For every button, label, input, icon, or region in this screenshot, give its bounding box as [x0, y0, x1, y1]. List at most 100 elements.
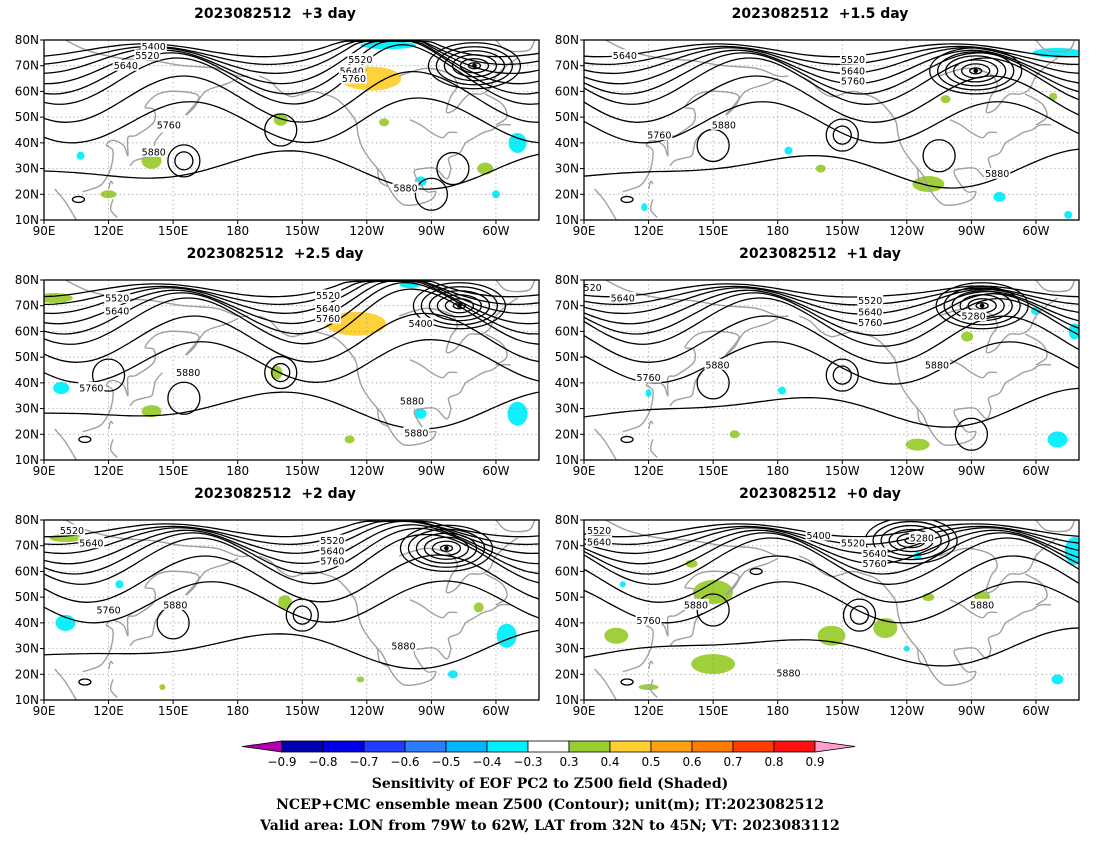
lat-tick-label: 30N [15, 402, 39, 416]
lon-tick-label: 90E [33, 464, 56, 478]
lon-tick-label: 180 [766, 464, 789, 478]
contour-label: 5520 [135, 51, 159, 62]
colorbar-label: −0.8 [308, 755, 337, 769]
lon-tick-label: 150W [825, 704, 860, 718]
contour-label: 5520 [858, 296, 882, 307]
low-center-contour [969, 67, 983, 75]
contour-line [584, 47, 1079, 75]
lat-tick-label: 70N [555, 299, 579, 313]
colorbar-label: −0.6 [390, 755, 419, 769]
map-panel-plus2: 2023082512 +2 day 5520 5640 5520 5640 5760 57… [0, 480, 550, 720]
sensitivity-negative-2 [115, 580, 124, 589]
colorbar-label: −0.7 [349, 755, 378, 769]
contour-label-bg [586, 535, 613, 547]
contour-label: 5760 [96, 606, 120, 617]
lon-tick-label: 120E [93, 704, 124, 718]
contour-label: 5520 [587, 526, 611, 537]
contour-label-bg [58, 524, 85, 536]
lon-tick-label: 150E [698, 464, 729, 478]
low-center-contour [937, 51, 1015, 91]
contour-line [44, 520, 539, 538]
contour-label-bg [175, 366, 202, 378]
sensitivity-negative-0 [53, 382, 70, 394]
sensitivity-negative-4 [1064, 210, 1073, 219]
low-center-contour [620, 435, 634, 444]
low-center-contour [452, 302, 467, 310]
lon-tick-label: 90E [573, 704, 596, 718]
contour-label-bg [338, 64, 365, 76]
sensitivity-positive-8 [638, 684, 659, 691]
lon-tick-label: 150E [698, 224, 729, 238]
lon-tick-label: 90W [958, 704, 985, 718]
contour-label-bg [584, 281, 606, 293]
contour-label-bg [984, 167, 1011, 179]
map-plot: 5640 55205640576057605880588080N70N60N50N… [555, 33, 1080, 238]
coastline-1 [54, 188, 77, 220]
sensitivity-positive-0 [912, 176, 945, 192]
contour-line [584, 43, 1079, 58]
sensitivity-negative-1 [496, 623, 517, 648]
sensitivity-positive-5 [356, 676, 365, 683]
cutoff-contour [264, 113, 298, 147]
lat-tick-label: 60N [15, 564, 39, 578]
low-center-contour [467, 62, 482, 70]
lon-tick-label: 150E [698, 704, 729, 718]
coastline-11 [949, 359, 998, 379]
contour-label: 5880 [400, 396, 424, 407]
lon-tick-label: 150W [825, 464, 860, 478]
sensitivity-positive-4 [100, 190, 117, 199]
contour-label-bg [861, 547, 888, 559]
lon-tick-label: 90W [418, 224, 445, 238]
colorbar-swatch [568, 740, 611, 753]
low-center-contour [459, 58, 490, 74]
colorbar-swatch [732, 740, 775, 753]
sensitivity-negative-2 [645, 389, 652, 398]
low-center-contour [412, 282, 507, 330]
sensitivity-negative-1 [784, 146, 793, 155]
cutoff-contour [174, 151, 194, 171]
coastline-6 [798, 75, 1052, 207]
contour-label: 5640 [613, 51, 637, 62]
coastline-5 [109, 679, 118, 698]
low-center-contour [872, 520, 950, 561]
sensitivity-negative-3 [619, 581, 626, 588]
contour-label-bg [840, 75, 867, 87]
coastline-0 [605, 280, 789, 318]
contour-line [584, 529, 1079, 565]
lon-tick-label: 120W [889, 704, 924, 718]
contour-label: 5760 [342, 74, 366, 85]
sensitivity-positive-1 [815, 164, 826, 173]
cutoff-contour [849, 605, 870, 625]
contour-label: 5520 [320, 536, 344, 547]
lat-tick-label: 10N [15, 213, 39, 227]
colorbar-swatch [486, 740, 529, 753]
lat-tick-label: 60N [555, 84, 579, 98]
plot-frame [583, 519, 1080, 701]
contour-label-bg [609, 292, 636, 303]
contour-line [584, 148, 1079, 189]
colorbar-scale: −0.9 −0.8 −0.7 −0.6 −0.5 −0.4 −0.3 0.3 0.4 0.5 0.6… [241, 740, 856, 769]
coastline-10 [484, 93, 508, 126]
contour-line [44, 40, 539, 85]
low-center-dot [457, 303, 462, 309]
cutoff-contour [832, 125, 852, 145]
contour-line [584, 283, 1079, 298]
plot-frame [43, 279, 540, 461]
lat-tick-label: 80N [15, 513, 39, 527]
coastline-11 [409, 359, 458, 379]
lon-tick-label: 60W [1022, 464, 1049, 478]
lat-tick-label: 40N [555, 616, 579, 630]
contour-line [584, 285, 1079, 306]
coastline-8 [398, 297, 518, 354]
coastline-0 [65, 40, 249, 78]
lon-tick-label: 60W [1022, 224, 1049, 238]
coastline-4 [647, 420, 654, 430]
low-center-contour [943, 286, 1021, 326]
contour-label-bg [140, 40, 167, 52]
coastline-9 [1035, 280, 1076, 293]
contour-label-bg [340, 72, 367, 84]
contour-line [44, 280, 539, 306]
coastline-11 [949, 599, 998, 619]
lat-tick-label: 40N [555, 376, 579, 390]
